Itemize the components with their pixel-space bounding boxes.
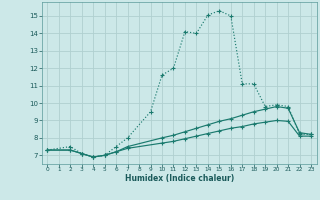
X-axis label: Humidex (Indice chaleur): Humidex (Indice chaleur) (124, 174, 234, 183)
